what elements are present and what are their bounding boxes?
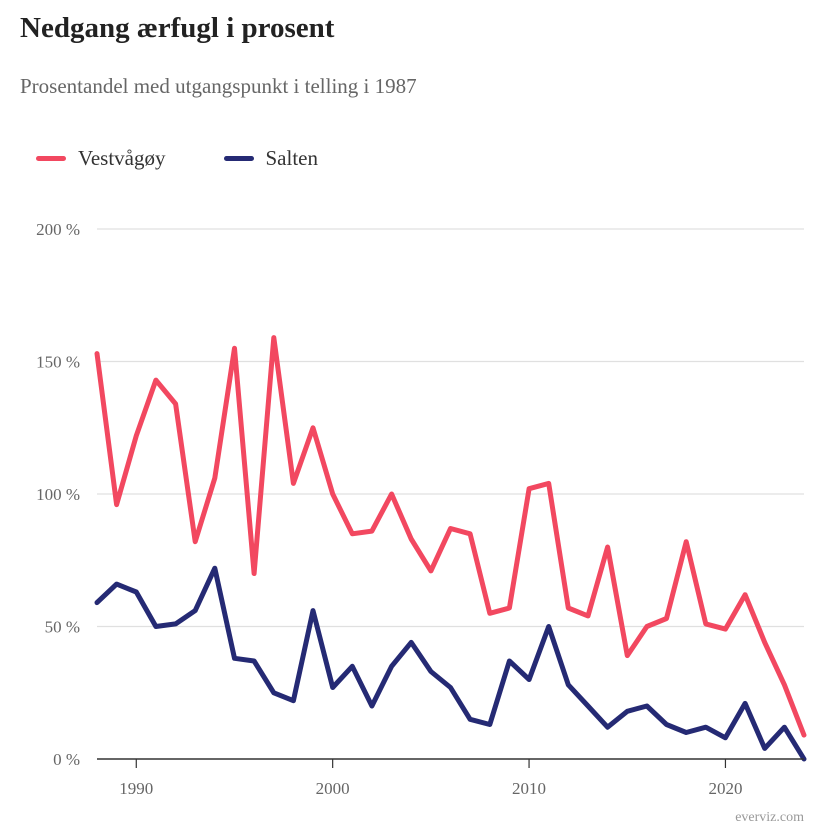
data-point-salten[interactable] [428, 669, 434, 675]
data-point-vestvagoy[interactable] [212, 475, 218, 481]
legend-label-salten: Salten [265, 146, 319, 170]
y-tick-label: 0 % [53, 750, 80, 769]
data-point-vestvagoy[interactable] [330, 491, 336, 497]
data-point-vestvagoy[interactable] [742, 592, 748, 598]
chart-title: Nedgang ærfugl i prosent [20, 12, 335, 44]
data-point-vestvagoy[interactable] [192, 539, 198, 545]
data-point-salten[interactable] [389, 663, 395, 669]
data-point-salten[interactable] [349, 663, 355, 669]
data-point-vestvagoy[interactable] [467, 531, 473, 537]
data-point-vestvagoy[interactable] [153, 377, 159, 383]
data-point-salten[interactable] [644, 703, 650, 709]
data-point-salten[interactable] [605, 724, 611, 730]
data-point-salten[interactable] [271, 690, 277, 696]
x-tick-label: 2020 [708, 779, 742, 798]
legend: Vestvågøy Salten [36, 146, 376, 171]
data-point-salten[interactable] [506, 658, 512, 664]
data-point-salten[interactable] [703, 724, 709, 730]
data-point-vestvagoy[interactable] [801, 732, 807, 738]
series-line-salten[interactable] [94, 565, 807, 762]
data-point-salten[interactable] [683, 730, 689, 736]
y-tick-label: 100 % [36, 485, 80, 504]
x-tick-label: 1990 [119, 779, 153, 798]
data-point-salten[interactable] [369, 703, 375, 709]
data-point-salten[interactable] [251, 658, 257, 664]
data-point-vestvagoy[interactable] [310, 425, 316, 431]
data-point-vestvagoy[interactable] [173, 401, 179, 407]
data-point-vestvagoy[interactable] [428, 568, 434, 574]
data-point-salten[interactable] [624, 708, 630, 714]
data-point-salten[interactable] [467, 716, 473, 722]
data-point-salten[interactable] [742, 700, 748, 706]
data-point-vestvagoy[interactable] [94, 351, 100, 357]
series-line-vestvagoy[interactable] [94, 335, 807, 738]
data-point-salten[interactable] [664, 722, 670, 728]
data-point-vestvagoy[interactable] [448, 525, 454, 531]
y-tick-label: 50 % [45, 618, 80, 637]
data-point-salten[interactable] [133, 589, 139, 595]
legend-item-salten[interactable]: Salten [223, 146, 319, 171]
data-point-vestvagoy[interactable] [271, 335, 277, 341]
data-point-salten[interactable] [173, 621, 179, 627]
data-point-vestvagoy[interactable] [389, 491, 395, 497]
data-point-salten[interactable] [153, 624, 159, 630]
data-point-vestvagoy[interactable] [762, 639, 768, 645]
data-point-vestvagoy[interactable] [644, 624, 650, 630]
series-layer [94, 335, 807, 762]
data-point-vestvagoy[interactable] [624, 653, 630, 659]
data-point-vestvagoy[interactable] [664, 616, 670, 622]
data-point-vestvagoy[interactable] [703, 621, 709, 627]
data-point-salten[interactable] [762, 745, 768, 751]
data-point-vestvagoy[interactable] [605, 544, 611, 550]
data-point-salten[interactable] [330, 684, 336, 690]
data-point-vestvagoy[interactable] [506, 605, 512, 611]
data-point-salten[interactable] [781, 724, 787, 730]
data-point-vestvagoy[interactable] [722, 626, 728, 632]
legend-label-vestvagoy: Vestvågøy [78, 146, 166, 170]
legend-swatch-salten [223, 156, 254, 161]
x-tick-label: 2000 [316, 779, 350, 798]
data-point-salten[interactable] [487, 722, 493, 728]
data-point-salten[interactable] [585, 703, 591, 709]
data-point-salten[interactable] [290, 698, 296, 704]
data-point-vestvagoy[interactable] [683, 539, 689, 545]
data-point-salten[interactable] [114, 581, 120, 587]
y-tick-label: 150 % [36, 353, 80, 372]
data-point-vestvagoy[interactable] [231, 345, 237, 351]
data-point-vestvagoy[interactable] [526, 486, 532, 492]
legend-swatch-vestvagoy [36, 156, 66, 161]
data-point-vestvagoy[interactable] [133, 433, 139, 439]
data-point-salten[interactable] [310, 608, 316, 614]
data-point-salten[interactable] [408, 639, 414, 645]
data-point-vestvagoy[interactable] [565, 605, 571, 611]
data-point-vestvagoy[interactable] [781, 682, 787, 688]
data-point-salten[interactable] [212, 565, 218, 571]
data-point-salten[interactable] [565, 682, 571, 688]
data-point-vestvagoy[interactable] [114, 502, 120, 508]
y-tick-label: 200 % [36, 220, 80, 239]
data-point-vestvagoy[interactable] [585, 613, 591, 619]
data-point-salten[interactable] [192, 608, 198, 614]
data-point-vestvagoy[interactable] [251, 571, 257, 577]
data-point-vestvagoy[interactable] [290, 480, 296, 486]
x-tick-label: 2010 [512, 779, 546, 798]
data-point-vestvagoy[interactable] [408, 536, 414, 542]
data-point-vestvagoy[interactable] [369, 528, 375, 534]
data-point-salten[interactable] [526, 677, 532, 683]
data-point-salten[interactable] [448, 684, 454, 690]
data-point-salten[interactable] [231, 655, 237, 661]
legend-item-vestvagoy[interactable]: Vestvågøy [36, 146, 166, 171]
chart-subtitle: Prosentandel med utgangspunkt i telling … [20, 74, 417, 98]
grid-layer [97, 228, 804, 628]
data-point-vestvagoy[interactable] [546, 480, 552, 486]
credit-link[interactable]: everviz.com [735, 810, 804, 825]
data-point-vestvagoy[interactable] [487, 610, 493, 616]
data-point-vestvagoy[interactable] [349, 531, 355, 537]
axis-layer: 0 % 50 % 100 % 150 % 200 % 1990 2000 2010 2020 [36, 220, 804, 798]
data-point-salten[interactable] [722, 735, 728, 741]
data-point-salten[interactable] [546, 624, 552, 630]
data-point-salten[interactable] [94, 600, 100, 606]
